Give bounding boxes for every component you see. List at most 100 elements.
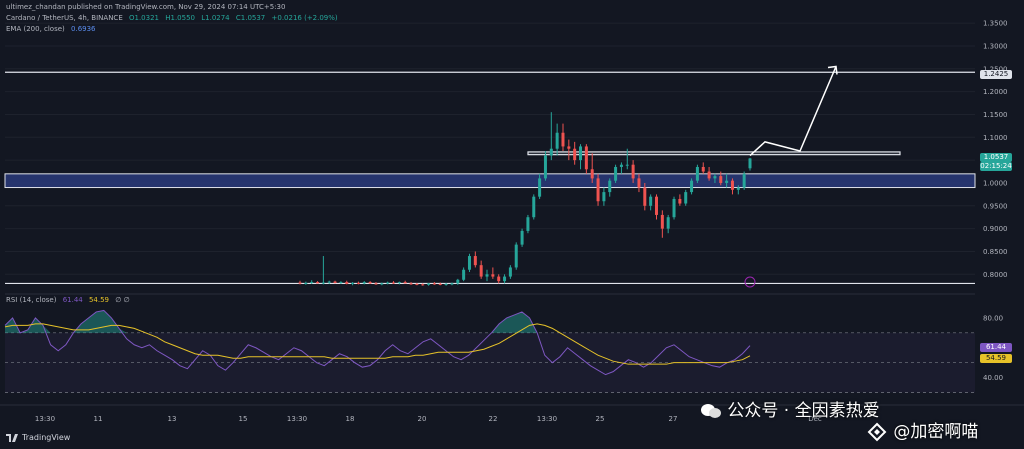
tradingview-logo[interactable]: TradingView [6,433,70,442]
candle-body [654,196,658,215]
candle-body [333,281,337,283]
tradingview-brand: TradingView [22,433,71,442]
candle-body [479,265,483,277]
candle-body [567,146,571,149]
time-tick-label: 13:30 [537,415,557,423]
price-tick-label: 0.9500 [983,202,1008,210]
candle-body [415,283,419,285]
candle-body [403,282,407,284]
candle-body [725,180,729,183]
candle-body [713,176,717,179]
candle-body [614,166,618,181]
candle-body [660,214,664,229]
candle-body [561,132,565,147]
candle-body [643,187,647,206]
candle-body [619,164,623,167]
candle-body [438,283,442,285]
candle-body [625,164,629,166]
candle-body [421,284,425,286]
candle-body [345,282,349,284]
candle-body [473,256,477,266]
candle-body [386,282,390,284]
candle-body [690,180,694,193]
symbol-name[interactable]: Cardano / TetherUS, 4h, BINANCE [6,14,123,22]
time-axis[interactable]: 13:30 11 13 15 13:30 18 20 22 13:30 25 27 Dec [0,404,1024,423]
candle-body [730,180,734,190]
alert-icon [744,276,756,288]
price-tick-label: 0.9000 [983,225,1008,233]
candle-body [631,164,635,179]
price-tick-label: 1.2000 [983,88,1008,96]
candle-body [316,282,320,284]
rsi-overbought-fill [5,310,750,333]
rsi-pane: 80.00 40.00 [4,293,1003,393]
candle-body [368,282,372,284]
resistance-price-tag: 1.2425 [980,70,1012,79]
candle-body [666,217,670,229]
candle-body [497,276,501,282]
candle-body [310,282,314,284]
candle-body [555,132,559,149]
tradingview-icon [6,433,18,442]
price-tick-label: 1.0000 [983,179,1008,187]
time-tick-label: 13 [168,415,177,423]
projection-arrowhead [827,65,838,75]
candle-body [707,171,711,179]
resistance-zone [527,151,901,156]
candle-body [351,282,355,284]
candle-body [701,166,705,172]
candle-body [742,173,746,188]
candle-body [327,281,331,283]
candle-body [678,198,682,204]
time-tick-label: 27 [669,415,678,423]
candle-body [736,187,740,190]
price-tick-label: 0.8000 [983,271,1008,279]
rsi-legend: RSI (14, close) 61.44 54.59 ∅ ∅ [6,296,134,304]
current-price-tag: 1.0537 [980,153,1012,162]
time-tick-label: 13:30 [35,415,55,423]
price-tick-label: 0.8500 [983,248,1008,256]
candle-body [672,198,676,218]
time-tick-label: 25 [596,415,605,423]
time-tick-label: Dec [808,415,822,423]
ema-value: 0.6936 [71,25,96,33]
price-tick-label: 1.3500 [983,20,1008,28]
candle-body [462,269,466,280]
price-tick-label: 1.2500 [983,65,1008,73]
time-tick-label: 15 [239,415,248,423]
candle-body [508,267,512,277]
candle-body [514,244,518,268]
candle-body [719,176,723,183]
watermark-line2: @加密啊喵 [866,417,978,442]
candle-body [427,283,431,285]
time-tick-label: 20 [418,415,427,423]
price-tick-label: 1.3000 [983,42,1008,50]
rsi-ma-tag: 54.59 [980,354,1012,363]
watermark-text-2: @加密啊喵 [893,422,979,442]
ohlc-close: C1.0537 [235,14,266,22]
rsi-ma-line [4,323,751,365]
candle-body [485,274,489,277]
candle-body [532,196,536,218]
time-tick-label: 22 [489,415,498,423]
rsi-extra: ∅ ∅ [115,296,130,304]
rsi-ma-value: 54.59 [88,296,110,304]
price-axis[interactable]: 1.35001.30001.25001.20001.15001.10001.05… [983,20,1008,279]
price-tick-label: 1.1500 [983,111,1008,119]
rsi-value: 61.44 [62,296,83,304]
ema-label[interactable]: EMA (200, close) [6,25,65,33]
candle-body [503,276,507,282]
publisher-line: ultimez_chandan published on TradingView… [6,3,286,11]
candle-body [596,178,600,202]
rsi-value-tag: 61.44 [980,343,1012,352]
candle-body [684,192,688,204]
price-tick-label: 1.1000 [983,134,1008,142]
candle-body [321,282,325,284]
time-tick-label: 11 [94,415,103,423]
rsi-label[interactable]: RSI (14, close) [6,296,57,304]
candle-body [520,230,524,245]
candle-body [579,146,583,161]
candle-body [649,196,653,206]
candle-body [608,180,612,193]
